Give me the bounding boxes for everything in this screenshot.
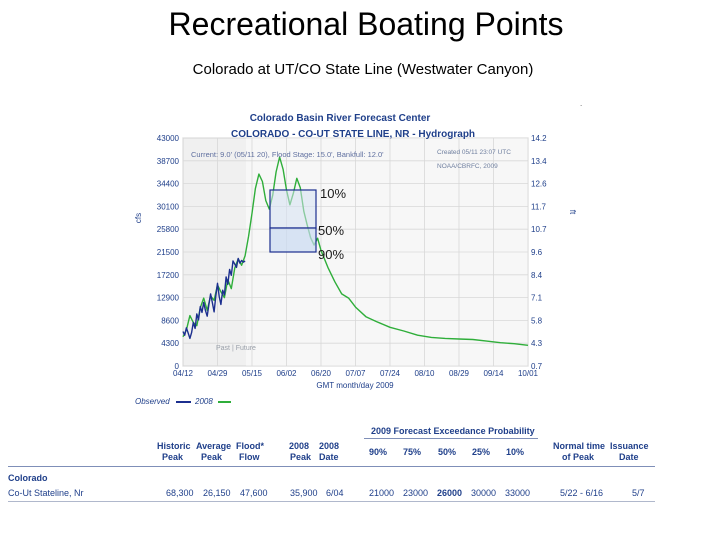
y-tick-right-label: 0.7 — [531, 362, 543, 371]
chart-title: Colorado Basin River Forecast Center — [250, 113, 431, 124]
past-future-label: Past | Future — [216, 345, 256, 352]
percentile-10-label: 10% — [320, 186, 346, 201]
y-tick-left-label: 0 — [175, 362, 180, 371]
x-tick-label: 04/12 — [173, 369, 194, 378]
row-river: Colorado — [8, 473, 48, 483]
header-2008-peak: 2008 — [289, 441, 310, 451]
corner-dot: . — [580, 99, 582, 108]
row-p90: 21000 — [369, 488, 395, 498]
percentile-box — [269, 189, 317, 253]
y-tick-right-label: 10.7 — [531, 225, 547, 234]
header-p25: 25% — [472, 447, 491, 457]
row-peak-2008: 35,900 — [290, 488, 318, 498]
row-normal-time: 5/22 - 6/16 — [560, 488, 604, 498]
y-tick-left-label: 43000 — [157, 134, 180, 143]
y-tick-right-label: 8.4 — [531, 271, 543, 280]
header-normal-time: Normal time — [553, 441, 606, 451]
legend-2008-label: 2008 — [194, 397, 213, 406]
y-tick-right-label: 5.8 — [531, 316, 543, 325]
y-tick-left-label: 12900 — [157, 294, 180, 303]
header-p75: 75% — [403, 447, 422, 457]
header-p90: 90% — [369, 447, 388, 457]
header-p10: 10% — [506, 447, 525, 457]
y-tick-left-label: 25800 — [157, 225, 180, 234]
header-2008-date: 2008 — [319, 441, 340, 451]
percentile-box-lower — [269, 227, 317, 253]
table-header-divider — [8, 466, 655, 467]
header-flood: Flood* — [236, 441, 264, 451]
slide-title: Recreational Boating Points — [168, 6, 564, 42]
header-historic-peak: Peak — [162, 452, 184, 462]
header-of-peak: of Peak — [562, 452, 595, 462]
header-p50: 50% — [438, 447, 457, 457]
y-tick-left-label: 8600 — [161, 316, 179, 325]
grid-lines — [182, 137, 529, 367]
percentile-90-label: 90% — [318, 247, 344, 262]
x-tick-label: 05/15 — [242, 369, 263, 378]
y-tick-left-label: 38700 — [157, 157, 180, 166]
row-flood-flow: 47,600 — [240, 488, 268, 498]
x-tick-label: 06/02 — [276, 369, 297, 378]
x-tick-label: 09/14 — [483, 369, 504, 378]
slide-subtitle: Colorado at UT/CO State Line (Westwater … — [192, 61, 534, 78]
y-tick-right-label: 14.2 — [531, 134, 547, 143]
y-tick-right-label: 12.6 — [531, 180, 547, 189]
info-right-2: NOAA/CBRFC, 2009 — [437, 163, 498, 170]
percentile-box-upper — [269, 189, 317, 229]
header-average-peak: Peak — [201, 452, 223, 462]
header-2008-date-2: Date — [319, 452, 339, 462]
row-p25: 30000 — [471, 488, 497, 498]
info-left: Current: 9.0' (05/11 20), Flood Stage: 1… — [191, 150, 384, 159]
y-tick-right-label: 7.1 — [531, 294, 543, 303]
row-average-peak: 26,150 — [203, 488, 231, 498]
y-tick-left-label: 4300 — [161, 339, 179, 348]
chart-subtitle: COLORADO - CO-UT STATE LINE, NR - Hydrog… — [231, 129, 475, 140]
series-layer — [182, 156, 529, 346]
x-tick-label: 06/20 — [311, 369, 332, 378]
y-tick-left-label: 30100 — [157, 202, 180, 211]
row-p50: 26000 — [437, 488, 463, 498]
header-historic: Historic — [157, 441, 191, 451]
y-axis-left-label: cfs — [134, 213, 143, 223]
header-2008-peak-2: Peak — [290, 452, 312, 462]
header-average: Average — [196, 441, 232, 451]
y-tick-right-label: 4.3 — [531, 339, 543, 348]
row-date-2008: 6/04 — [326, 488, 344, 498]
header-issuance: Issuance — [610, 441, 649, 451]
table-group-header: 2009 Forecast Exceedance Probability — [371, 426, 535, 436]
y-tick-left-label: 17200 — [157, 271, 180, 280]
table-row-divider — [8, 501, 655, 502]
x-tick-label: 04/29 — [207, 369, 228, 378]
x-tick-label: 07/24 — [380, 369, 401, 378]
y-tick-left-label: 34400 — [157, 180, 180, 189]
info-right-1: Created 05/11 23:07 UTC — [437, 149, 511, 156]
y-tick-right-label: 13.4 — [531, 157, 547, 166]
row-issuance: 5/7 — [632, 488, 645, 498]
y-axis-right-label: ft — [568, 210, 577, 215]
legend: Observed 2008 — [135, 397, 231, 406]
x-axis-label: GMT month/day 2009 — [316, 381, 394, 390]
row-historic-peak: 68,300 — [166, 488, 194, 498]
header-flood-flow: Flow — [239, 452, 260, 462]
percentile-50-label: 50% — [318, 223, 344, 238]
group-underline — [364, 438, 538, 439]
legend-observed-label: Observed — [135, 397, 170, 406]
y-tick-right-label: 11.7 — [531, 202, 547, 211]
row-p75: 23000 — [403, 488, 429, 498]
header-issuance-date: Date — [619, 452, 639, 462]
x-tick-label: 08/29 — [449, 369, 470, 378]
y-tick-right-label: 9.6 — [531, 248, 543, 257]
x-tick-label: 08/10 — [414, 369, 435, 378]
x-tick-label: 07/07 — [345, 369, 366, 378]
y-tick-left-label: 21500 — [157, 248, 180, 257]
x-tick-label: 10/01 — [518, 369, 539, 378]
row-p10: 33000 — [505, 488, 531, 498]
series-line-observed — [182, 257, 246, 340]
row-location: Co-Ut Stateline, Nr — [8, 488, 84, 498]
